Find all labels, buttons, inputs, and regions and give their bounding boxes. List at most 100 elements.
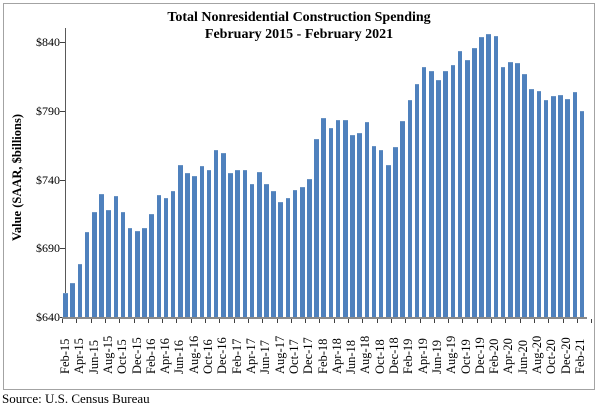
bar-Oct-17	[292, 189, 298, 317]
bar-Aug-19	[450, 64, 456, 317]
source-note: Source: U.S. Census Bureau	[2, 391, 150, 406]
bar-Oct-19	[464, 60, 470, 317]
x-tick-label: Dec-18	[387, 337, 401, 374]
x-tick-label: Jun-16	[172, 339, 187, 374]
x-tick-label: Feb-18	[315, 338, 330, 374]
bar-Apr-18	[335, 119, 341, 317]
bar-Jul-18	[357, 133, 362, 317]
bar-slot	[256, 28, 263, 317]
x-tick-label: Dec-15	[129, 337, 144, 374]
bar-Dec-16	[221, 152, 226, 317]
x-tick-mark	[491, 319, 493, 323]
y-tick-label: $840	[36, 35, 60, 50]
bar-Jan-21	[572, 92, 578, 317]
y-tick-mark	[60, 248, 65, 250]
bar-Oct-16	[206, 170, 212, 317]
bar-Aug-15	[106, 210, 111, 317]
bar-Jul-15	[99, 193, 104, 317]
bar-slot	[406, 28, 413, 317]
x-tick-label: Apr-18	[329, 338, 344, 374]
bar-slot	[557, 28, 564, 317]
bar-slot	[227, 28, 234, 317]
x-tick-mark	[205, 319, 206, 323]
bar-Feb-15	[63, 292, 68, 317]
x-tick-label: Jun-20	[515, 339, 530, 374]
x-tick-mark	[362, 319, 364, 323]
bar-slot	[550, 28, 557, 317]
bar-Feb-18	[321, 118, 327, 317]
bar-series	[62, 28, 585, 317]
x-tick-label: Feb-17	[229, 338, 244, 374]
x-tick-mark	[376, 319, 378, 323]
bar-Sep-15	[113, 196, 119, 317]
bar-slot	[342, 28, 349, 317]
bar-slot	[449, 28, 456, 317]
x-tick-mark	[276, 319, 278, 323]
bar-slot	[205, 28, 212, 317]
bar-Mar-18	[328, 127, 334, 317]
bar-slot	[284, 28, 291, 317]
bar-Sep-17	[285, 197, 291, 317]
x-tick-mark	[104, 319, 106, 323]
bar-slot	[499, 28, 506, 317]
bar-slot	[241, 28, 248, 317]
bar-slot	[485, 28, 492, 317]
bar-Oct-15	[120, 211, 126, 317]
y-tick-mark	[60, 179, 65, 181]
bar-slot	[198, 28, 205, 317]
bar-Jan-19	[400, 120, 405, 317]
bar-slot	[385, 28, 392, 317]
bar-Dec-18	[393, 147, 398, 317]
y-tick-label: $740	[36, 172, 60, 187]
bar-slot	[320, 28, 327, 317]
bar-slot	[98, 28, 105, 317]
bar-Dec-19	[479, 37, 484, 317]
x-tick-mark	[62, 319, 63, 323]
y-tick-mark	[60, 110, 65, 112]
x-tick-mark	[147, 319, 149, 323]
bar-Aug-18	[364, 122, 370, 317]
bar-slot	[428, 28, 435, 317]
chart-frame: Total Nonresidential Construction Spendi…	[3, 3, 595, 390]
bar-slot	[478, 28, 485, 317]
x-tick-label: Aug-17	[272, 335, 287, 374]
bar-Oct-20	[550, 96, 556, 317]
y-tick-mark	[60, 42, 65, 44]
bar-Aug-16	[192, 175, 197, 317]
bar-slot	[514, 28, 521, 317]
bar-slot	[492, 28, 499, 317]
x-tick-label: Oct-20	[544, 339, 559, 374]
x-tick-mark	[533, 319, 535, 323]
bar-slot	[112, 28, 119, 317]
x-tick-mark	[90, 319, 92, 323]
x-tick-label: Feb-19	[401, 338, 416, 374]
bar-slot	[277, 28, 284, 317]
bar-slot	[313, 28, 320, 317]
x-tick-mark	[433, 319, 435, 323]
bar-slot	[571, 28, 578, 317]
bar-Apr-16	[163, 197, 169, 317]
x-tick-mark	[562, 319, 564, 323]
bar-Jun-20	[522, 74, 527, 317]
bar-slot	[292, 28, 299, 317]
x-tick-mark	[405, 319, 407, 323]
bar-slot	[162, 28, 169, 317]
x-tick-label: Feb-20	[487, 338, 502, 374]
bar-slot	[155, 28, 162, 317]
bar-Jun-17	[264, 184, 269, 317]
bar-slot	[76, 28, 83, 317]
chart-title-line2: February 2015 - February 2021	[204, 27, 394, 42]
bar-Aug-17	[278, 201, 284, 317]
bar-Apr-19	[421, 67, 427, 317]
bar-slot	[435, 28, 442, 317]
bar-Nov-15	[127, 228, 133, 317]
x-tick-label: Feb-15	[58, 338, 73, 374]
x-tick-label: Oct-19	[458, 339, 473, 374]
x-tick-mark	[290, 319, 292, 323]
x-tick-label: Apr-20	[501, 338, 516, 374]
x-tick-mark	[319, 319, 321, 323]
bar-Jan-17	[228, 173, 233, 317]
bar-Feb-17	[235, 170, 240, 317]
x-tick-label: Aug-15	[100, 335, 115, 374]
x-tick-mark	[576, 319, 578, 323]
